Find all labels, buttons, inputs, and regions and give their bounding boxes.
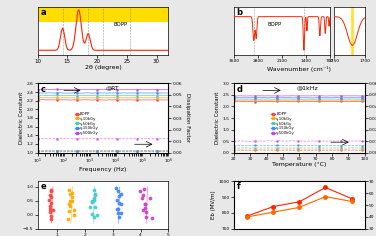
Point (88, 205, 94, 209)
Y-axis label: Eb (MV/m): Eb (MV/m) (211, 191, 216, 219)
Y-axis label: Dissipation Factor: Dissipation Factor (185, 93, 190, 143)
Point (91, 215, 97, 219)
Point (92, 193, 99, 197)
Point (49, 201, 55, 205)
Point (89, 200, 95, 204)
Point (69, 195, 75, 199)
Point (71, 214, 77, 217)
Text: BOPP: BOPP (114, 22, 128, 27)
Text: b: b (236, 8, 242, 17)
Point (71, 208, 77, 212)
Legend: BOPP, γ-10kGy, γ-50kGy, γ-150kGy, γ-500kGy: BOPP, γ-10kGy, γ-50kGy, γ-150kGy, γ-500k… (75, 112, 99, 135)
Point (141, 202, 147, 206)
Point (47, 210, 53, 214)
Point (91, 196, 97, 200)
Text: c: c (40, 85, 45, 94)
Point (69, 191, 75, 195)
Point (118, 193, 124, 196)
Text: f: f (237, 182, 240, 191)
Point (118, 211, 124, 215)
Point (118, 202, 124, 206)
Point (115, 211, 121, 215)
Point (114, 208, 120, 211)
Point (141, 187, 147, 191)
Point (67, 199, 73, 202)
Point (66, 202, 72, 206)
Point (45, 198, 52, 202)
Point (48, 214, 54, 218)
Point (143, 210, 149, 214)
Point (139, 196, 145, 199)
Point (116, 201, 122, 205)
Point (116, 194, 122, 198)
Point (92, 205, 98, 209)
X-axis label: Frequency (Hz): Frequency (Hz) (79, 167, 127, 172)
Point (49, 188, 55, 192)
Point (48, 217, 54, 221)
Point (142, 202, 148, 206)
Point (89, 199, 95, 202)
Text: BOPP: BOPP (268, 22, 282, 27)
Point (115, 189, 121, 193)
Text: e: e (40, 182, 46, 191)
Point (48, 195, 54, 198)
Point (89, 212, 95, 215)
Point (48, 190, 54, 193)
Point (47, 193, 53, 197)
Text: d: d (237, 85, 243, 94)
Point (65, 217, 71, 220)
Point (137, 189, 143, 193)
Point (47, 207, 53, 211)
Point (94, 213, 100, 216)
Point (149, 216, 155, 219)
Point (67, 193, 73, 196)
Point (140, 193, 146, 197)
Point (50, 208, 56, 212)
Point (114, 198, 120, 202)
X-axis label: 2θ (degree): 2θ (degree) (85, 65, 121, 71)
Point (113, 186, 119, 190)
Text: a: a (40, 8, 46, 17)
Point (143, 206, 149, 210)
Bar (38, 22, 168, 55)
Bar (38, 7, 168, 22)
Point (140, 209, 146, 212)
Point (66, 189, 72, 192)
Point (66, 209, 72, 213)
Point (92, 192, 98, 196)
Text: Wavenumber (cm⁻¹): Wavenumber (cm⁻¹) (267, 66, 331, 72)
X-axis label: Temperature (°C): Temperature (°C) (272, 162, 326, 167)
Text: @1kHz: @1kHz (297, 85, 318, 90)
Point (91, 188, 97, 192)
Point (143, 215, 149, 219)
Point (70, 200, 76, 203)
Point (67, 204, 73, 208)
Text: @RT: @RT (106, 85, 120, 90)
Y-axis label: Dielectric Constant: Dielectric Constant (215, 92, 220, 144)
Point (47, 205, 53, 208)
Point (147, 196, 153, 200)
Legend: BOPP, γ-10kGy, γ-50kGy, γ-150kGy, γ-500kGy: BOPP, γ-10kGy, γ-50kGy, γ-150kGy, γ-500k… (271, 112, 295, 135)
Point (91, 198, 97, 202)
Y-axis label: Dielectric Constant: Dielectric Constant (19, 92, 24, 144)
Point (115, 207, 121, 211)
Point (116, 215, 122, 219)
